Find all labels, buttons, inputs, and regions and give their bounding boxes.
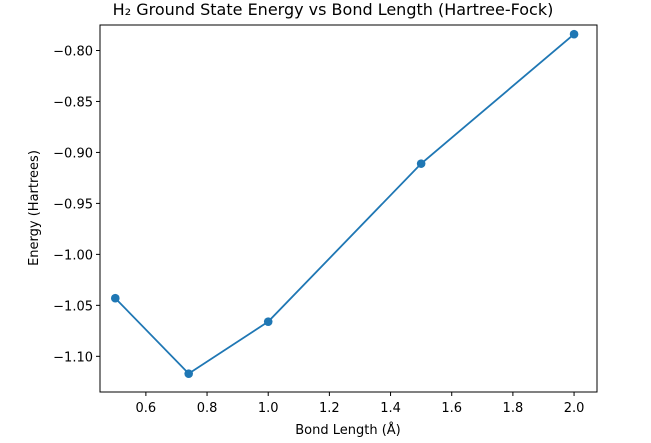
x-tick-label: 0.8 — [197, 401, 218, 416]
data-point — [569, 29, 579, 39]
x-tick-label: 1.4 — [380, 401, 401, 416]
y-axis-label: Energy (Hartrees) — [27, 150, 42, 266]
data-point — [184, 369, 193, 378]
y-tick-label: −0.90 — [53, 146, 93, 161]
y-tick-label: −0.85 — [53, 95, 93, 110]
y-tick-label: −0.95 — [53, 197, 93, 212]
y-tick-label: −1.05 — [53, 299, 93, 314]
x-tick-label: 2.0 — [564, 401, 585, 416]
y-tick-label: −1.10 — [53, 350, 93, 365]
x-tick-label: 1.2 — [319, 401, 340, 416]
y-tick-label: −0.80 — [53, 44, 93, 59]
y-tick-label: −1.00 — [53, 248, 93, 263]
x-tick-label: 0.6 — [136, 401, 157, 416]
x-tick-label: 1.0 — [258, 401, 279, 416]
x-tick-label: 1.6 — [441, 401, 462, 416]
data-point — [110, 293, 120, 303]
series-group — [110, 29, 579, 378]
y-axis: −0.80 −0.85 −0.90 −0.95 −1.00 −1.05 −1.10 — [53, 44, 100, 365]
data-point — [416, 159, 426, 168]
plot-area — [99, 24, 598, 393]
x-axis-label: Bond Length (Å) — [295, 422, 401, 438]
chart-title: H₂ Ground State Energy vs Bond Length (H… — [113, 0, 554, 19]
x-axis: 0.6 0.8 1.0 1.2 1.4 1.6 1.8 2.0 — [136, 392, 585, 416]
x-tick-label: 1.8 — [503, 401, 524, 416]
data-point — [263, 317, 273, 326]
